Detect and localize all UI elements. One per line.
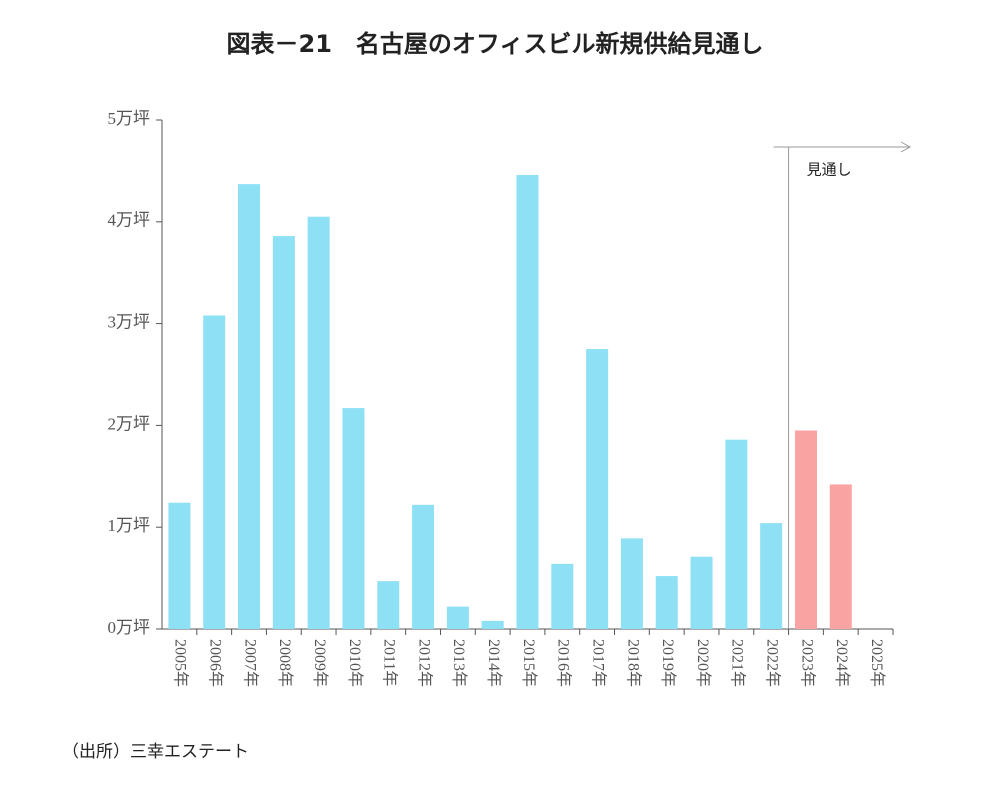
y-tick-label: 5万坪 bbox=[108, 109, 151, 128]
x-tick-label: 2020年 bbox=[694, 639, 712, 687]
x-tick-label: 2008年 bbox=[276, 639, 294, 687]
x-tick-label: 2007年 bbox=[241, 639, 259, 687]
bar bbox=[377, 581, 400, 629]
bar bbox=[446, 606, 469, 629]
y-tick-label: 2万坪 bbox=[108, 414, 151, 433]
y-tick-label: 4万坪 bbox=[108, 211, 151, 230]
y-tick-label: 0万坪 bbox=[108, 618, 151, 637]
bar bbox=[203, 315, 226, 629]
x-tick-label: 2009年 bbox=[311, 639, 329, 687]
x-tick-label: 2018年 bbox=[624, 639, 642, 687]
x-tick-label: 2021年 bbox=[729, 639, 747, 687]
bar bbox=[551, 563, 574, 629]
bar bbox=[272, 236, 295, 629]
x-tick-label: 2016年 bbox=[555, 639, 573, 687]
x-tick-label: 2025年 bbox=[868, 639, 886, 687]
bar bbox=[620, 538, 643, 629]
y-tick-label: 1万坪 bbox=[108, 516, 151, 535]
bar bbox=[655, 576, 678, 629]
bar bbox=[760, 523, 783, 629]
bar bbox=[516, 174, 539, 630]
x-tick-label: 2005年 bbox=[172, 639, 190, 687]
source: （出所）三幸エステート bbox=[62, 742, 249, 762]
bar bbox=[307, 216, 330, 629]
bar bbox=[586, 349, 609, 629]
bar bbox=[725, 439, 748, 629]
arrow-head bbox=[900, 141, 912, 153]
x-tick-label: 2023年 bbox=[798, 639, 816, 687]
bar bbox=[342, 408, 365, 629]
bar bbox=[168, 502, 191, 629]
bar bbox=[238, 184, 261, 629]
annotation: 見通し bbox=[807, 161, 852, 179]
x-tick-label: 2011年 bbox=[381, 639, 399, 686]
bar bbox=[794, 430, 817, 629]
bar bbox=[481, 620, 504, 629]
y-tick-label: 3万坪 bbox=[108, 313, 151, 332]
bar bbox=[690, 556, 713, 629]
bar bbox=[829, 484, 852, 629]
x-tick-label: 2006年 bbox=[207, 639, 225, 687]
bar bbox=[412, 504, 435, 629]
x-tick-label: 2013年 bbox=[450, 639, 468, 687]
x-tick-label: 2024年 bbox=[833, 639, 851, 687]
x-tick-label: 2012年 bbox=[415, 639, 433, 687]
x-tick-label: 2017年 bbox=[589, 639, 607, 687]
x-tick-label: 2022年 bbox=[763, 639, 781, 687]
x-tick-label: 2014年 bbox=[485, 639, 503, 687]
chart-title: 図表－21 名古屋のオフィスビル新規供給見通し bbox=[227, 30, 764, 58]
x-tick-label: 2019年 bbox=[659, 639, 677, 687]
x-tick-label: 2015年 bbox=[520, 639, 538, 687]
x-tick-label: 2010年 bbox=[346, 639, 364, 687]
